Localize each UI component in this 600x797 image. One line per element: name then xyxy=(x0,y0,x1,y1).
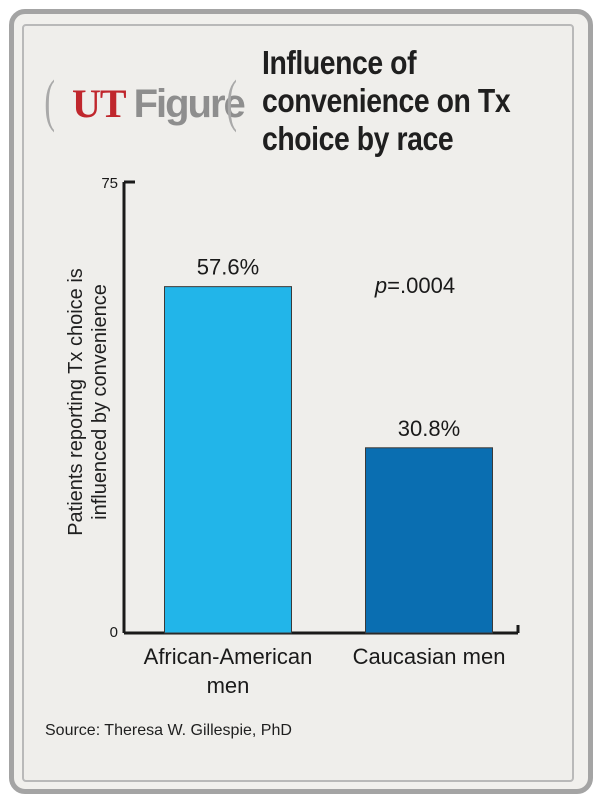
left-bracket-icon: ( xyxy=(44,68,55,133)
ut-figure-logo: UT Figure xyxy=(72,80,246,130)
bar xyxy=(365,447,493,634)
logo-figure-text: Figure xyxy=(133,82,246,126)
x-category-label: Caucasian men xyxy=(353,644,506,669)
bar-data-label: 30.8% xyxy=(398,416,460,441)
title-line: convenience on Tx xyxy=(262,82,511,119)
x-category-label: men xyxy=(207,673,250,698)
inner-panel xyxy=(22,24,574,782)
title-line: choice by race xyxy=(262,120,454,157)
source-credit: Source: Theresa W. Gillespie, PhD xyxy=(45,722,292,739)
y-tick-label: 0 xyxy=(110,624,118,641)
p-value-annotation: p=.0004 xyxy=(374,273,455,298)
title-line: Influence of xyxy=(262,44,417,81)
bar xyxy=(164,286,292,634)
logo-ut-text: UT xyxy=(72,81,127,126)
figure-title: Influence of convenience on Tx choice by… xyxy=(262,44,520,158)
y-tick-label: 75 xyxy=(101,175,118,192)
right-bracket-icon: ( xyxy=(226,68,237,133)
bar-data-label: 57.6% xyxy=(197,255,259,280)
x-category-label: African-American xyxy=(144,644,313,669)
